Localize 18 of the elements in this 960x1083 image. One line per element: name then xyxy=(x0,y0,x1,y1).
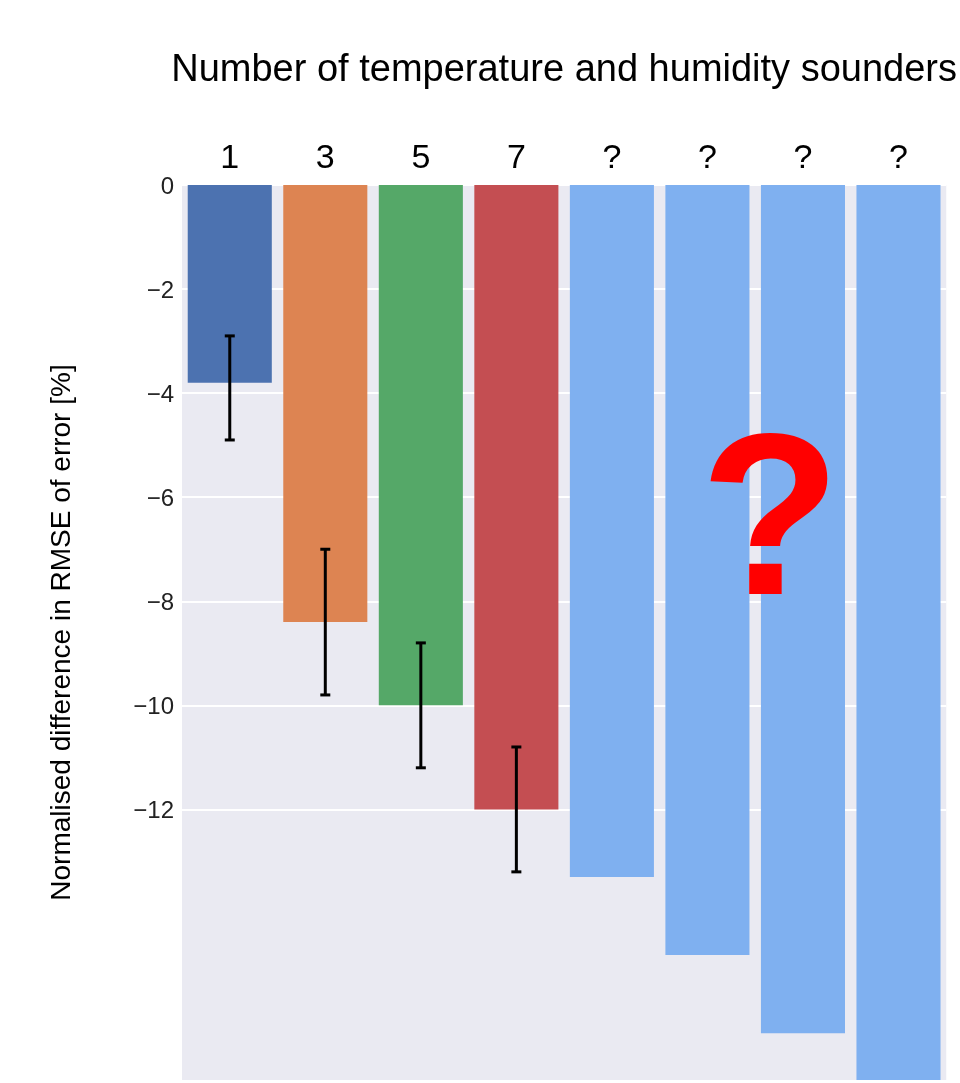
x-tick-label: ? xyxy=(793,137,813,175)
y-tick-label: −2 xyxy=(146,275,174,303)
x-tick-label: 3 xyxy=(315,137,335,175)
x-tick-label: ? xyxy=(602,137,622,175)
y-tick-label: −10 xyxy=(133,691,174,719)
y-tick-label: −4 xyxy=(146,379,174,407)
question-mark: ? xyxy=(700,400,841,630)
y-axis-title: Normalised difference in RMSE of error [%] xyxy=(44,364,76,901)
y-tick-label: −6 xyxy=(146,483,174,511)
x-tick-label: ? xyxy=(889,137,908,175)
y-tick-label: −8 xyxy=(146,587,174,615)
x-tick-label: 1 xyxy=(220,137,240,175)
y-tick-label: −12 xyxy=(133,795,174,823)
y-tick-label: 0 xyxy=(160,171,174,199)
x-tick-label: ? xyxy=(697,137,717,175)
x-tick-label: 5 xyxy=(411,137,431,175)
x-axis-title: Number of temperature and humidity sounders xyxy=(171,47,958,89)
x-tick-label: 7 xyxy=(506,137,526,175)
